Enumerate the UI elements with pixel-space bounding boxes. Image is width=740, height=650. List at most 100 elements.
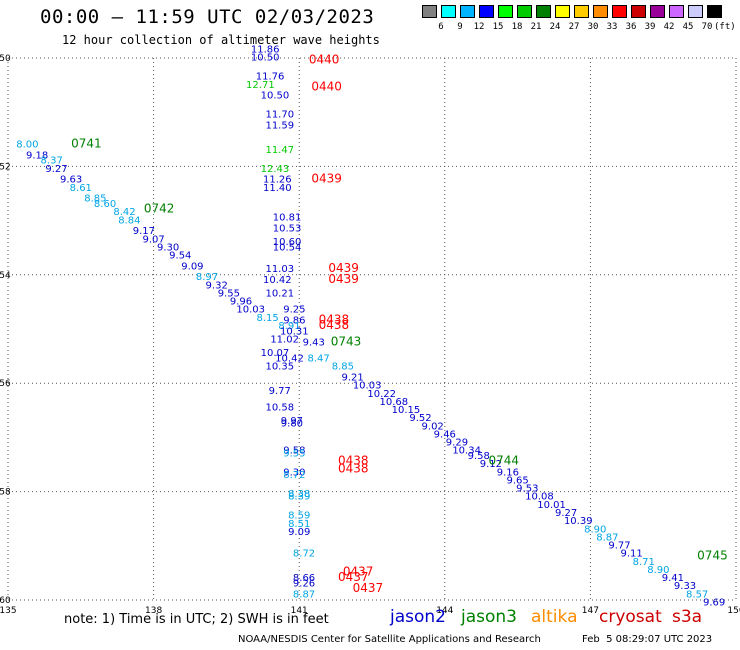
wave-height-point: 10.42 (263, 275, 292, 286)
wave-height-point: 9.30 (283, 467, 305, 478)
track-time-label: 0439 (328, 261, 359, 275)
sat-label-altika: altika (531, 607, 578, 627)
wave-height-point: 10.31 (280, 326, 309, 337)
track-time-label: 0741 (71, 136, 102, 150)
wave-height-point: 11.02 (270, 335, 299, 346)
legend-swatch (574, 5, 589, 18)
legend-swatch (517, 5, 532, 18)
wave-height-point: 8.37 (41, 156, 63, 167)
wave-height-point: 8.42 (113, 207, 135, 218)
chart-title: 00:00 – 11:59 UTC 02/03/2023 (40, 6, 375, 28)
legend-swatch (441, 5, 456, 18)
wave-height-point: 9.09 (288, 527, 310, 538)
legend-label: 24 (549, 22, 561, 32)
y-tick-label: -56 (0, 379, 11, 389)
sat-label-jason3: jason3 (461, 607, 517, 627)
wave-height-point: 11.03 (265, 264, 294, 275)
wave-height-point: 9.09 (181, 261, 203, 272)
wave-height-point: 9.97 (281, 416, 303, 427)
x-tick-label: 135 (0, 606, 17, 616)
track-time-label: 0743 (331, 334, 362, 348)
wave-height-point: 11.59 (265, 120, 294, 131)
wave-height-point: 8.87 (596, 532, 618, 543)
track-time-label: 0745 (697, 548, 728, 562)
wave-height-point: 8.85 (84, 194, 106, 205)
wave-height-point: 8.60 (94, 199, 116, 210)
wave-height-point: 9.54 (169, 251, 191, 262)
legend-swatch (612, 5, 627, 18)
legend-label: 21 (530, 22, 542, 32)
wave-height-point: 8.84 (118, 215, 140, 226)
sat-label-s3a: s3a (672, 607, 703, 627)
legend-label: 12 (473, 22, 485, 32)
wave-height-point: 9.43 (303, 337, 325, 348)
wave-height-point: 8.72 (293, 549, 315, 560)
wave-height-point: 10.07 (261, 348, 290, 359)
units-note: note: 1) Time is in UTC; 2) SWH is in fe… (64, 612, 329, 627)
wave-height-point: 10.53 (273, 223, 302, 234)
legend-label: 45 (682, 22, 694, 32)
wave-height-point: 10.54 (273, 242, 302, 253)
legend-label: 70 (701, 22, 713, 32)
legend-swatch (669, 5, 684, 18)
legend-swatch (593, 5, 608, 18)
wave-height-point: 10.39 (564, 516, 593, 527)
wave-height-point: 8.66 (293, 573, 315, 584)
wave-height-point: 8.15 (257, 313, 279, 324)
wave-height-point: 9.21 (341, 372, 363, 383)
wave-height-point: 8.59 (288, 511, 310, 522)
wave-height-point: 8.91 (278, 321, 300, 332)
wave-height-point: 10.58 (265, 402, 294, 413)
generated-timestamp: Feb 5 08:29:07 UTC 2023 (582, 634, 713, 645)
credit-line: NOAA/NESDIS Center for Satellite Applica… (238, 634, 541, 645)
y-tick-label: -54 (0, 271, 11, 281)
wave-height-point: 9.77 (269, 386, 291, 397)
sat-label-jason2: jason2 (390, 607, 446, 627)
wave-height-point: 9.63 (60, 175, 82, 186)
track-time-label: 0438 (319, 318, 350, 332)
wave-height-point: 9.07 (142, 234, 164, 245)
track-time-label: 0439 (311, 172, 342, 186)
legend-label: 39 (644, 22, 656, 32)
wave-height-point: 9.32 (206, 280, 228, 291)
wave-height-point: 9.58 (283, 446, 305, 457)
wave-height-point: 10.21 (265, 288, 294, 299)
wave-height-point: 9.69 (703, 597, 725, 608)
wave-height-point: 9.77 (608, 541, 630, 552)
wave-height-point: 11.70 (265, 110, 294, 121)
y-tick-label: -60 (0, 596, 11, 606)
y-tick-label: -50 (0, 54, 11, 64)
track-time-label: 0437 (343, 565, 374, 579)
wave-height-point: 8.71 (633, 557, 655, 568)
wave-height-point: 10.50 (261, 91, 290, 102)
wave-height-point: 10.03 (236, 305, 265, 316)
legend-label: 33 (606, 22, 618, 32)
wave-height-point: 8.57 (686, 589, 708, 600)
track-time-label: 0438 (319, 313, 350, 327)
wave-height-point: 9.46 (434, 429, 456, 440)
track-time-label: 0440 (309, 52, 340, 66)
wave-height-point: 8.90 (584, 524, 606, 535)
legend-swatch (422, 5, 437, 18)
x-tick-label: 138 (145, 606, 162, 616)
track-time-label: 0437 (338, 570, 369, 584)
wave-height-point: 11.76 (256, 72, 285, 83)
legend-swatch (479, 5, 494, 18)
legend-label: 9 (457, 22, 463, 32)
wave-height-point: 10.22 (367, 389, 396, 400)
legend-swatch (631, 5, 646, 18)
wave-height-point: 9.52 (409, 413, 431, 424)
y-tick-label: -52 (0, 162, 11, 172)
legend-swatch (460, 5, 475, 18)
legend-label: 42 (663, 22, 675, 32)
legend-label: 27 (568, 22, 580, 32)
wave-height-point: 9.27 (45, 164, 67, 175)
wave-height-point: 9.25 (283, 305, 305, 316)
wave-height-point: 8.00 (16, 139, 38, 150)
wave-height-point: 10.60 (273, 237, 302, 248)
wave-height-point: 9.65 (506, 475, 528, 486)
legend-swatch (555, 5, 570, 18)
wave-height-point: 9.53 (516, 484, 538, 495)
wave-height-point: 10.81 (273, 213, 302, 224)
legend-label: 15 (492, 22, 504, 32)
